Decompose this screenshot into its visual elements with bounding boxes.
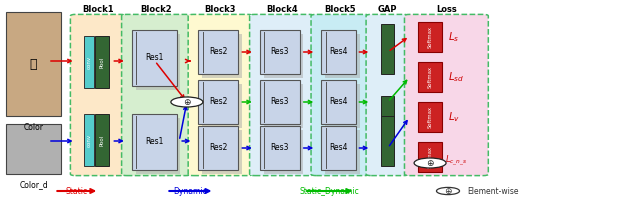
Text: Softmax: Softmax — [428, 66, 433, 88]
Bar — [264, 84, 303, 128]
Text: Loss: Loss — [436, 5, 457, 14]
Text: Res2: Res2 — [209, 47, 227, 56]
Text: conv: conv — [86, 133, 92, 147]
FancyBboxPatch shape — [311, 14, 369, 176]
Bar — [6, 12, 61, 116]
FancyBboxPatch shape — [366, 14, 408, 176]
Text: Softmax: Softmax — [428, 26, 433, 48]
FancyBboxPatch shape — [70, 14, 125, 176]
Bar — [381, 116, 394, 166]
Text: Block2: Block2 — [140, 5, 172, 14]
Text: Block4: Block4 — [266, 5, 298, 14]
Text: Res2: Res2 — [209, 98, 227, 106]
Text: Res3: Res3 — [271, 98, 289, 106]
Text: Softmax: Softmax — [428, 146, 433, 168]
FancyBboxPatch shape — [122, 14, 191, 176]
Bar — [198, 126, 238, 170]
Bar — [260, 30, 300, 74]
Text: Block3: Block3 — [205, 5, 236, 14]
Circle shape — [171, 97, 203, 107]
Text: $\mathit{L_{c\_n\_s}}$: $\mathit{L_{c\_n\_s}}$ — [445, 154, 467, 168]
Text: $\mathit{L_v}$: $\mathit{L_v}$ — [448, 110, 460, 124]
FancyBboxPatch shape — [404, 14, 488, 176]
Bar — [325, 84, 360, 128]
Text: $\mathit{L_s}$: $\mathit{L_s}$ — [448, 30, 460, 44]
Bar — [381, 96, 394, 122]
Text: Res3: Res3 — [271, 144, 289, 152]
Text: Pool: Pool — [99, 56, 104, 68]
Text: Block5: Block5 — [324, 5, 356, 14]
Text: Dynamic: Dynamic — [173, 186, 207, 196]
Text: Element-wise: Element-wise — [467, 186, 518, 196]
Bar — [325, 130, 360, 174]
Text: $\oplus$: $\oplus$ — [426, 158, 435, 168]
Bar — [202, 130, 242, 174]
Bar — [418, 22, 442, 52]
Text: Color: Color — [24, 122, 44, 132]
Text: Res3: Res3 — [271, 47, 289, 56]
Bar — [84, 36, 94, 88]
Text: Static: Static — [66, 186, 88, 196]
Text: Softmax: Softmax — [428, 106, 433, 128]
Text: $\mathit{L_{sd}}$: $\mathit{L_{sd}}$ — [448, 70, 464, 84]
Bar — [321, 30, 356, 74]
Bar — [381, 24, 394, 74]
Bar — [95, 36, 109, 88]
FancyBboxPatch shape — [188, 14, 253, 176]
Text: $\oplus$: $\oplus$ — [182, 97, 191, 107]
Text: Res4: Res4 — [330, 47, 348, 56]
Bar — [260, 126, 300, 170]
Text: Res1: Res1 — [145, 53, 163, 62]
Text: Color_d: Color_d — [19, 180, 48, 190]
Bar — [325, 34, 360, 78]
Bar — [136, 118, 180, 174]
Bar — [95, 114, 109, 166]
Text: Res4: Res4 — [330, 144, 348, 152]
Bar — [264, 130, 303, 174]
Bar — [202, 84, 242, 128]
Bar — [418, 142, 442, 172]
Bar — [264, 34, 303, 78]
Bar — [260, 80, 300, 124]
Bar — [198, 80, 238, 124]
Text: $\oplus$: $\oplus$ — [444, 186, 452, 196]
Bar — [198, 30, 238, 74]
Bar — [132, 114, 177, 170]
Bar — [202, 34, 242, 78]
Text: Block1: Block1 — [82, 5, 114, 14]
Bar — [84, 114, 94, 166]
Text: Static_Dynamic: Static_Dynamic — [300, 186, 360, 196]
FancyBboxPatch shape — [250, 14, 314, 176]
Circle shape — [414, 158, 446, 168]
Text: Res1: Res1 — [145, 138, 163, 146]
Bar — [418, 62, 442, 92]
Text: 🙂: 🙂 — [30, 58, 37, 71]
Text: Res4: Res4 — [330, 98, 348, 106]
Bar — [321, 126, 356, 170]
Bar — [136, 34, 180, 90]
Text: Pool: Pool — [99, 134, 104, 146]
Bar — [321, 80, 356, 124]
Text: Res2: Res2 — [209, 144, 227, 152]
Text: conv: conv — [86, 55, 92, 69]
Text: GAP: GAP — [378, 5, 397, 14]
Bar — [132, 30, 177, 86]
Bar — [6, 124, 61, 174]
Bar — [418, 102, 442, 132]
